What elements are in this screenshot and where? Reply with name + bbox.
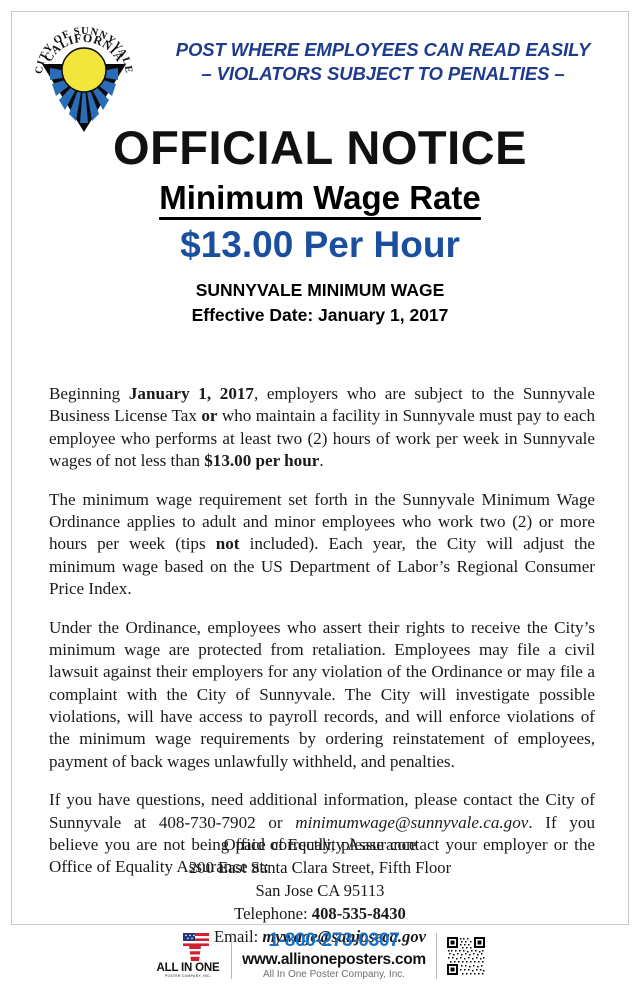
subtitle-line-1: SUNNYVALE MINIMUM WAGE [195, 280, 445, 301]
footer-contact-text: 1-800-273-0307 www.allinoneposters.com A… [238, 929, 430, 981]
paragraph-requirement: The minimum wage requirement set forth i… [49, 489, 595, 599]
paragraph-retaliation: Under the Ordinance, employees who asser… [49, 617, 595, 771]
headline-banner: POST WHERE EMPLOYEES CAN READ EASILY – V… [152, 38, 614, 85]
contact-office: Office of Equality Assurance [223, 835, 417, 854]
header-band: CITY OF SUNNYVALE CALIFORNIA POST WHERE … [12, 12, 628, 132]
contact-email-label: Email: [214, 926, 259, 946]
contact-email-row: Email: mywage@sanjoseca.gov [12, 926, 628, 949]
footer-divider-left [231, 933, 233, 979]
city-of-sunnyvale-seal-icon: CITY OF SUNNYVALE CALIFORNIA [30, 18, 138, 133]
page-title: OFFICIAL NOTICE [113, 121, 527, 174]
contact-telephone-row: Telephone: 408-535-8430 [12, 903, 628, 926]
footer-phone: 1-800-273-0307 [268, 929, 400, 951]
contact-telephone-value: 408-535-8430 [311, 903, 406, 923]
all-in-one-logo-text: ALL IN ONE [157, 962, 220, 974]
contact-telephone-label: Telephone: [234, 903, 308, 923]
all-in-one-flag-logo-icon: ALL IN ONE POSTER COMPANY, INC. [151, 931, 225, 981]
minimum-wage-rate-label: Minimum Wage Rate [159, 180, 481, 220]
footer-company-name: All In One Poster Company, Inc. [262, 969, 406, 981]
subtitle-block: SUNNYVALE MINIMUM WAGE Effective Date: J… [12, 278, 628, 328]
headline-line-2: – VIOLATORS SUBJECT TO PENALTIES – [201, 62, 565, 84]
publisher-footer: ALL IN ONE POSTER COMPANY, INC. 1-800-27… [0, 928, 640, 984]
title-block: OFFICIAL NOTICE Minimum Wage Rate $13.00… [12, 124, 628, 328]
contact-street: 200 East Santa Clara Street, Fifth Floor [188, 857, 452, 877]
paragraph-questions: If you have questions, need additional i… [49, 790, 595, 877]
contact-block: Office of Equality Assurance 200 East Sa… [12, 834, 628, 948]
footer-website[interactable]: www.allinoneposters.com [242, 950, 426, 968]
all-in-one-logo-subtext: POSTER COMPANY, INC. [165, 974, 211, 978]
qr-code-icon [443, 931, 489, 981]
subtitle-line-2: Effective Date: January 1, 2017 [191, 305, 449, 326]
wage-amount: $13.00 Per Hour [180, 223, 460, 265]
contact-city-state-zip: San Jose CA 95113 [255, 880, 385, 900]
footer-divider-right [435, 933, 437, 979]
headline-line-1: POST WHERE EMPLOYEES CAN READ EASILY [175, 39, 591, 60]
body-copy: Beginning January 1, 2017, employers who… [49, 383, 595, 895]
paragraph-beginning: Beginning January 1, 2017, employers who… [49, 384, 596, 471]
poster-bordered-area: CITY OF SUNNYVALE CALIFORNIA POST WHERE … [11, 11, 629, 946]
contact-email-value: mywage@sanjoseca.gov [262, 926, 426, 946]
